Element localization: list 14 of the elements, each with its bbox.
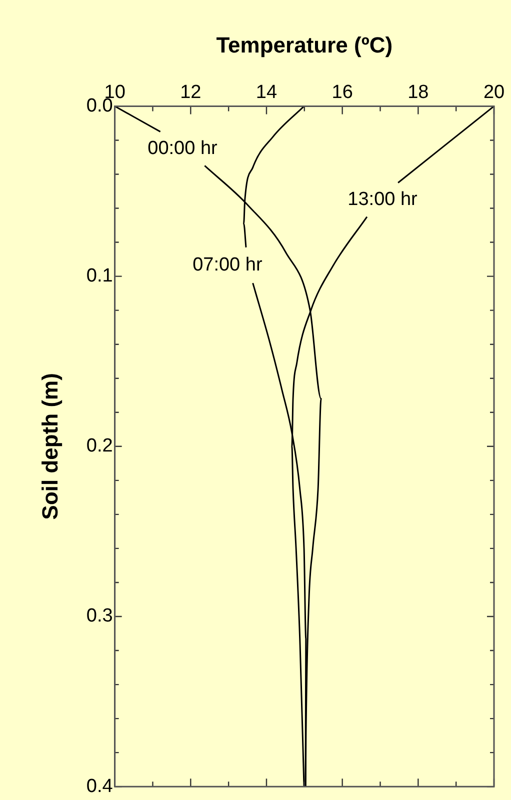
series-label: 07:00 hr: [192, 254, 263, 276]
series-label: 13:00 hr: [348, 188, 418, 210]
x-tick-label: 16: [332, 82, 353, 104]
x-axis-title: Temperature (ºC): [216, 32, 393, 58]
y-axis-title: Soil depth (m): [37, 373, 62, 520]
x-tick-label: 20: [483, 82, 505, 104]
x-tick-label: 18: [408, 82, 429, 104]
series-label: 00:00 hr: [148, 138, 218, 159]
y-tick-label: 0.2: [86, 436, 113, 457]
y-tick-label: 0.1: [86, 266, 113, 287]
x-tick-label: 12: [180, 82, 202, 104]
y-tick-label: 0.4: [86, 776, 114, 797]
y-tick-label: 0.3: [86, 606, 113, 627]
x-tick-label: 14: [256, 82, 278, 104]
